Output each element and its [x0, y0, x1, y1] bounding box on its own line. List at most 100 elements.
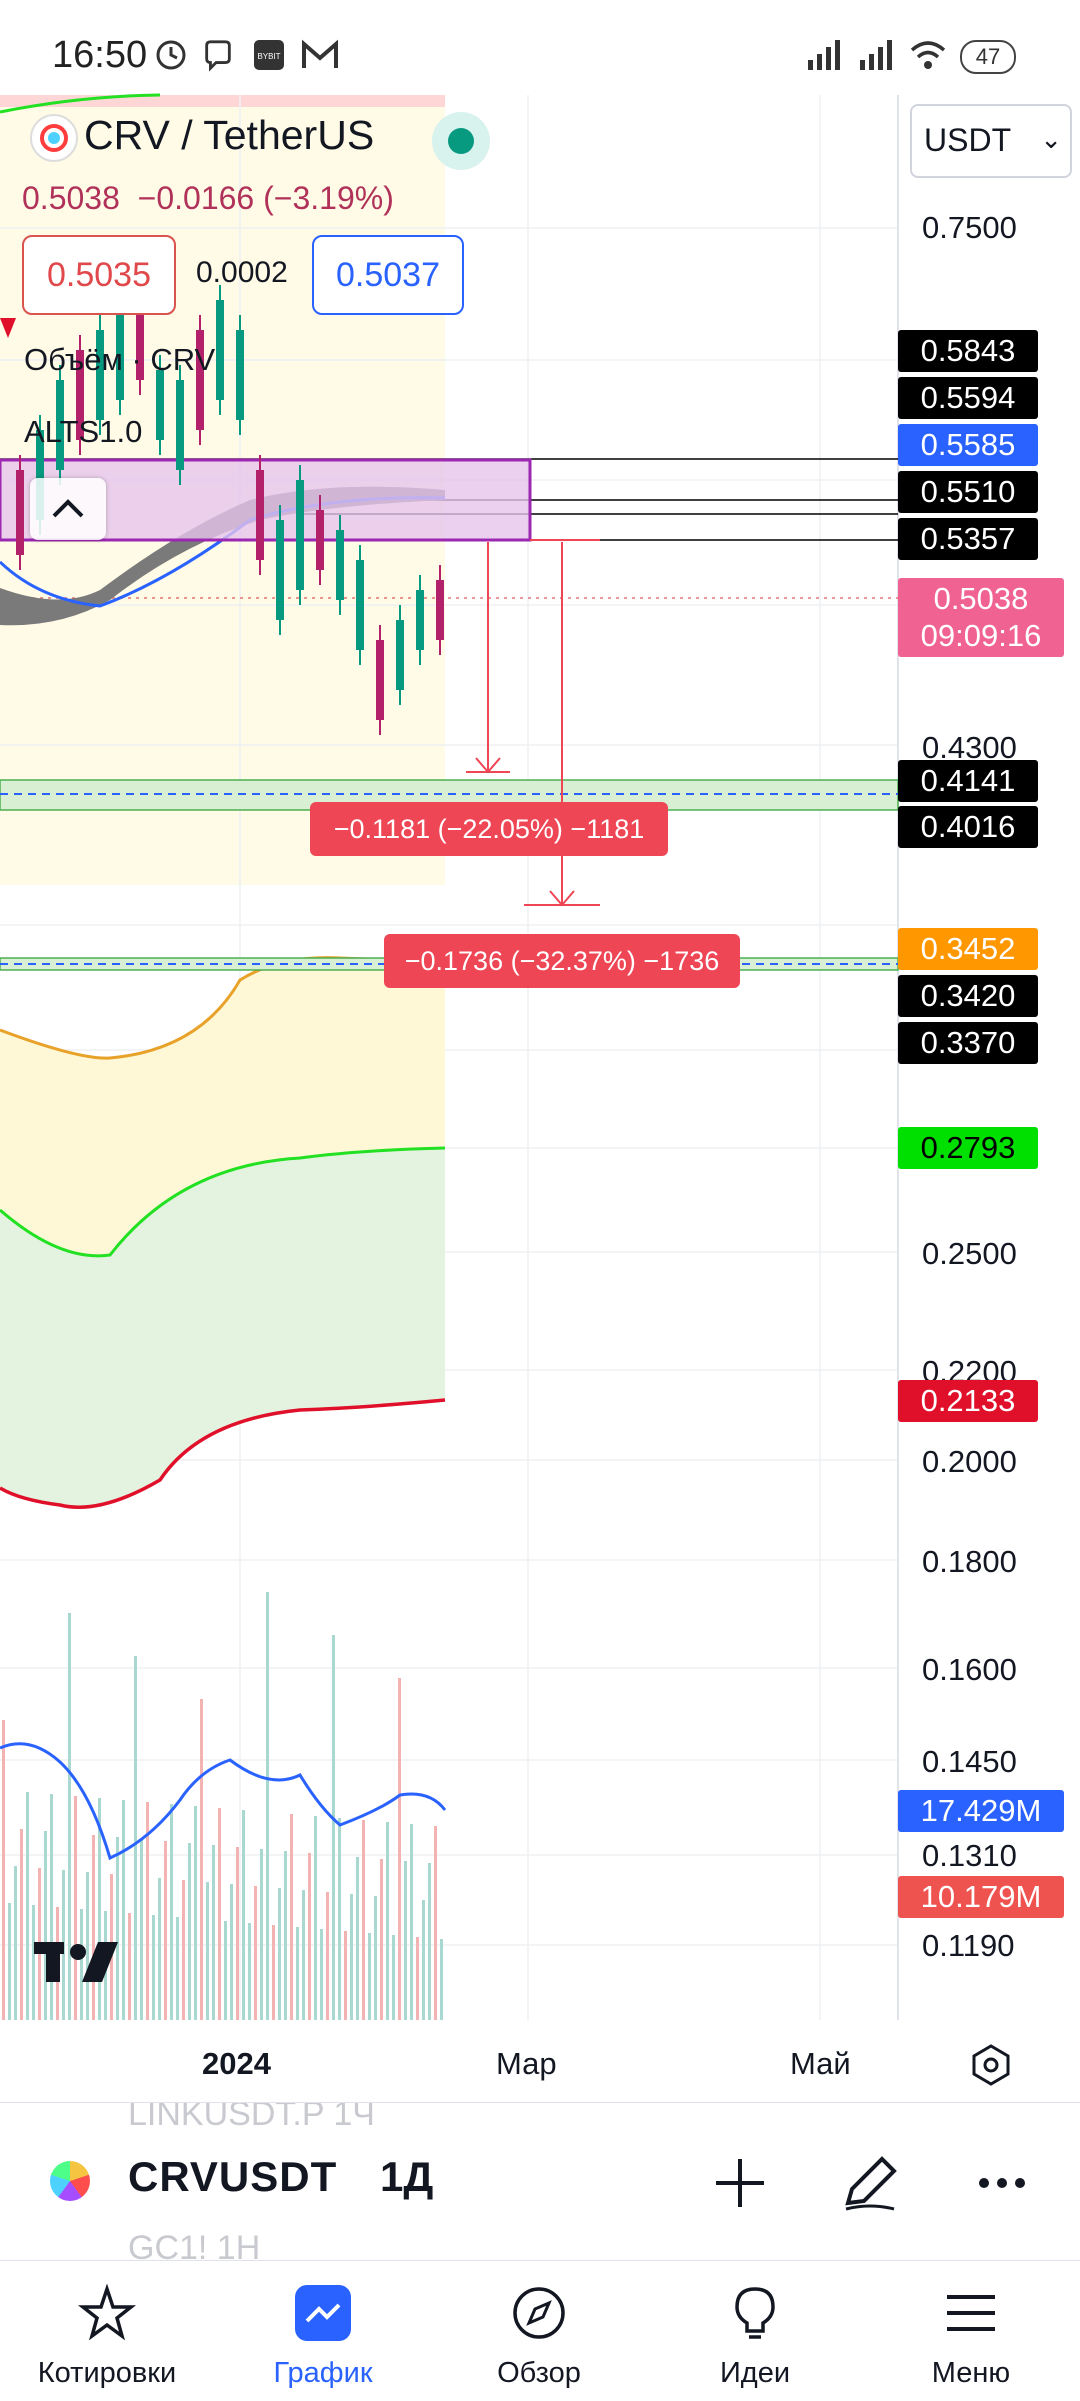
axis-tick: 0.2000 — [922, 1444, 1017, 1479]
tradingview-logo — [34, 1942, 118, 1982]
indicator-alts-label[interactable]: ALTS1.0 — [24, 414, 143, 449]
indicator-volume-label[interactable]: Объём · CRV — [24, 342, 216, 377]
bottom-nav[interactable]: Котировки График Обзор Идеи Меню — [0, 2260, 1080, 2401]
volume-bar — [242, 1810, 245, 2020]
volume-bar — [362, 1820, 365, 2020]
axis-tick: 0.1310 — [922, 1838, 1017, 1873]
band-green-line — [0, 1146, 446, 1258]
measure-label[interactable]: −0.1736 (−32.37%) −1736 — [384, 934, 740, 988]
chart-icon — [295, 2285, 351, 2341]
nav-ideas[interactable]: Идеи — [665, 2261, 845, 2401]
symbol-name[interactable]: CRVUSDT — [128, 2153, 338, 2200]
volume-bar — [260, 1849, 263, 2020]
volume-bar — [272, 1925, 275, 2020]
candle-body — [16, 470, 24, 555]
signal-icon — [808, 40, 840, 70]
symbol-title[interactable]: CRV / TetherUS — [84, 112, 375, 158]
collapse-indicators-button[interactable] — [30, 478, 106, 540]
candles — [16, 285, 444, 735]
nav-label: Меню — [931, 2357, 1011, 2389]
candle-body — [56, 380, 64, 470]
volume-bar — [338, 1818, 341, 2020]
candle-body — [356, 560, 364, 650]
currency-value: USDT — [924, 122, 1012, 158]
volume-bars — [2, 1592, 443, 2020]
down-marker-icon — [0, 318, 16, 338]
currency-select[interactable]: USDT ⌄ — [910, 104, 1072, 178]
nav-overview[interactable]: Обзор — [449, 2261, 629, 2401]
price-badge: 10.179M — [898, 1876, 1064, 1918]
status-time: 16:50 — [52, 34, 148, 76]
volume-bar — [68, 1613, 71, 2020]
lightbulb-icon — [735, 2287, 775, 2339]
buy-button[interactable]: 0.5037 — [312, 235, 464, 315]
candle-body — [376, 640, 384, 720]
candle-body — [236, 330, 244, 420]
pen-icon[interactable] — [830, 2143, 910, 2223]
prev-symbol-ghost: LINKUSDT.P 1Ч — [128, 2102, 375, 2133]
volume-bar — [74, 1796, 77, 2020]
volume-bar — [32, 1905, 35, 2020]
candle-body — [96, 330, 104, 420]
volume-bar — [248, 1923, 251, 2020]
price-badge: 0.2793 — [898, 1127, 1038, 1169]
gmail-icon — [302, 39, 338, 68]
volume-bar — [350, 1894, 353, 2020]
price-badge: 0.3370 — [898, 1022, 1038, 1064]
measure-label[interactable]: −0.1181 (−22.05%) −1181 — [310, 802, 668, 856]
volume-bar — [266, 1592, 269, 2020]
viber-icon — [205, 40, 231, 72]
time-label: 2024 — [202, 2046, 271, 2081]
candle-body — [156, 370, 164, 440]
volume-bar — [182, 1880, 185, 2020]
spread-value: 0.0002 — [196, 256, 288, 289]
sell-button[interactable]: 0.5035 — [22, 235, 176, 315]
volume-bar — [194, 1806, 197, 2020]
candle-body — [76, 350, 84, 440]
nav-label: Обзор — [497, 2357, 581, 2389]
price-badge: 0.5510 — [898, 471, 1038, 513]
volume-bar — [236, 1847, 239, 2020]
volume-bar — [20, 1829, 23, 2020]
battery-icon: 47 — [960, 40, 1016, 74]
candle-body — [256, 470, 264, 560]
volume-bar — [26, 1792, 29, 2020]
volume-bar — [308, 1853, 311, 2020]
price-change-line: 0.5038 −0.0166 (−3.19%) — [22, 180, 394, 217]
nav-menu[interactable]: Меню — [881, 2261, 1061, 2401]
time-label: Мар — [496, 2046, 557, 2081]
time-label: Май — [790, 2046, 851, 2081]
nav-chart[interactable]: График — [233, 2261, 413, 2401]
band-lower — [0, 1148, 445, 1508]
band-upper — [0, 957, 445, 1257]
price-change: −0.0166 (−3.19%) — [137, 180, 394, 216]
volume-bar — [278, 1888, 281, 2020]
settings-hex-icon[interactable] — [968, 2042, 1014, 2088]
volume-bar — [212, 1845, 215, 2020]
symbol-toolbar[interactable]: LINKUSDT.P 1Ч CRVUSDT 1Д GC1! 1Н — [0, 2102, 1080, 2261]
svg-text:BYBIT: BYBIT — [257, 52, 280, 61]
grid-lines — [0, 95, 898, 2020]
nav-quotes[interactable]: Котировки — [17, 2261, 197, 2401]
volume-bar — [440, 1939, 443, 2020]
volume-bar — [170, 1804, 173, 2020]
timeframe-selector[interactable]: 1Д — [380, 2153, 434, 2200]
volume-bar — [230, 1884, 233, 2020]
more-icon[interactable] — [962, 2143, 1042, 2223]
axis-tick: 0.7500 — [922, 210, 1017, 245]
market-open-indicator[interactable] — [432, 112, 490, 170]
volume-ma — [0, 1742, 447, 1861]
plus-icon[interactable] — [700, 2143, 780, 2223]
volume-bar — [98, 1798, 101, 2020]
candle-body — [36, 430, 44, 520]
price-badge: 0.5843 — [898, 330, 1038, 372]
candle-body — [316, 510, 324, 570]
volume-bar — [14, 1866, 17, 2020]
chart-area[interactable] — [0, 90, 1080, 2020]
crv-logo-small — [50, 2161, 90, 2201]
volume-bar — [188, 1843, 191, 2020]
nav-label: Котировки — [37, 2357, 177, 2389]
volume-bar — [398, 1678, 401, 2020]
volume-bar — [122, 1800, 125, 2020]
price-chart[interactable] — [0, 90, 1080, 2020]
